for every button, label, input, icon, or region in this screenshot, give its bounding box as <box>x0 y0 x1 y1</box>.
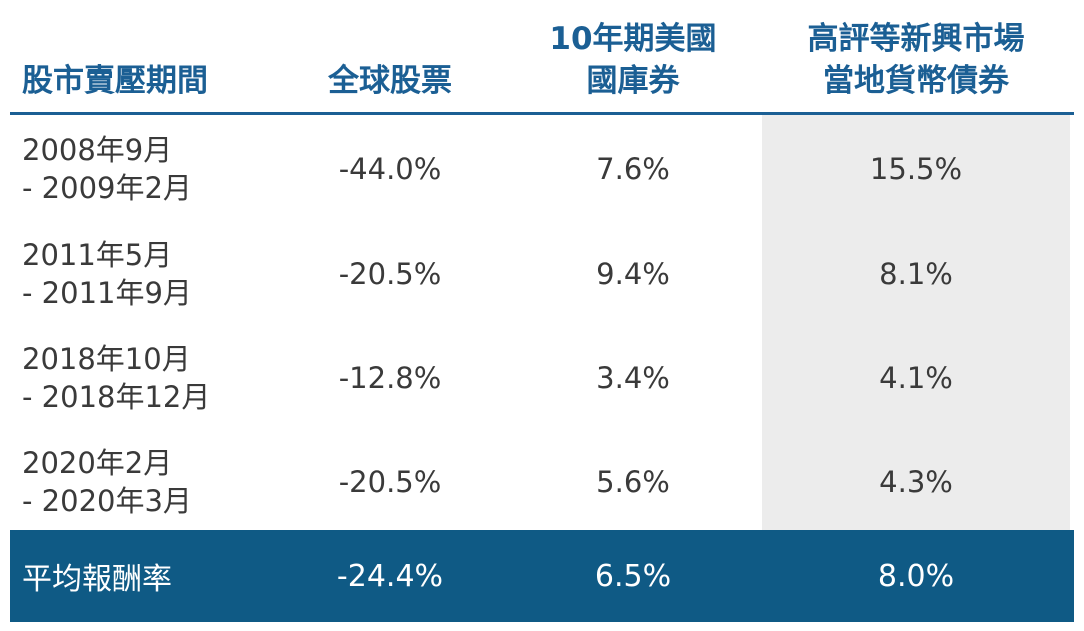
header-cell: 股市賣壓期間 <box>22 0 272 112</box>
value-cell: -44.0% <box>272 117 508 221</box>
footer-value-cell: 6.5% <box>508 530 758 622</box>
value-text: -44.0% <box>338 152 442 186</box>
value-text: 15.5% <box>869 152 963 186</box>
period-text: 2018年10月 <box>22 342 191 376</box>
footer-label: 平均報酬率 <box>22 562 172 597</box>
value-text: 9.4% <box>596 257 670 291</box>
footer-value: 6.5% <box>594 558 672 594</box>
value-cell: 3.4% <box>508 326 758 430</box>
header-cell: 全球股票 <box>272 0 508 112</box>
value-cell: 8.1% <box>762 222 1070 326</box>
value-text: 3.4% <box>596 361 670 395</box>
period-cell: 2020年2月 - 2020年3月 <box>22 430 272 534</box>
value-cell: -20.5% <box>272 222 508 326</box>
footer-label-cell: 平均報酬率 <box>22 530 272 622</box>
period-text: - 2020年3月 <box>22 484 192 518</box>
period-cell: 2011年5月 - 2011年9月 <box>22 222 272 326</box>
value-cell: 5.6% <box>508 430 758 534</box>
header-text: 10年期美國 <box>549 21 717 57</box>
period-text: - 2009年2月 <box>22 171 192 205</box>
value-text: 8.1% <box>879 257 953 291</box>
value-cell: -20.5% <box>272 430 508 534</box>
header-text: 國庫券 <box>586 63 680 99</box>
footer-value-cell: -24.4% <box>272 530 508 622</box>
period-text: 2011年5月 <box>22 238 173 272</box>
header-cell: 10年期美國 國庫券 <box>508 0 758 112</box>
value-text: -20.5% <box>338 257 442 291</box>
period-cell: 2008年9月 - 2009年2月 <box>22 117 272 221</box>
value-cell: 4.3% <box>762 430 1070 534</box>
value-text: 7.6% <box>596 152 670 186</box>
value-text: -12.8% <box>338 361 442 395</box>
footer-value-cell: 8.0% <box>762 530 1070 622</box>
header-text: 當地貨幣債券 <box>823 63 1009 99</box>
value-text: 4.3% <box>879 465 953 499</box>
value-cell: 7.6% <box>508 117 758 221</box>
period-text: - 2011年9月 <box>22 276 192 310</box>
value-text: 4.1% <box>879 361 953 395</box>
header-text: 全球股票 <box>328 63 452 99</box>
footer-value: -24.4% <box>336 558 444 594</box>
header-cell: 高評等新興市場 當地貨幣債券 <box>762 0 1070 112</box>
value-text: 5.6% <box>596 465 670 499</box>
value-text: -20.5% <box>338 465 442 499</box>
value-cell: 4.1% <box>762 326 1070 430</box>
value-cell: 15.5% <box>762 117 1070 221</box>
highlight-column <box>762 115 1070 530</box>
header-rule <box>10 112 1074 115</box>
value-cell: 9.4% <box>508 222 758 326</box>
value-cell: -12.8% <box>272 326 508 430</box>
header-text: 高評等新興市場 <box>807 21 1025 57</box>
header-text: 股市賣壓期間 <box>22 63 208 99</box>
period-text: 2020年2月 <box>22 446 173 480</box>
period-text: - 2018年12月 <box>22 380 211 414</box>
footer-value: 8.0% <box>877 558 955 594</box>
period-text: 2008年9月 <box>22 133 173 167</box>
period-cell: 2018年10月 - 2018年12月 <box>22 326 272 430</box>
footer-band <box>10 530 1074 622</box>
